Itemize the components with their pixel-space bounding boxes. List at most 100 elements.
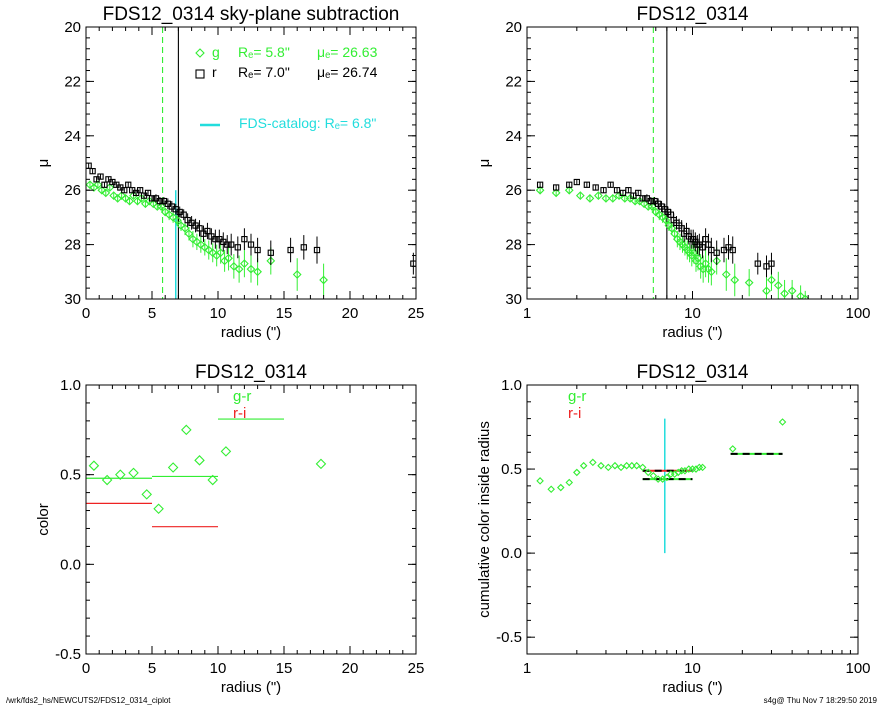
y-tick-label: 0.5: [60, 467, 81, 484]
data-point: [148, 199, 158, 209]
x-tick-label: 5: [148, 305, 156, 322]
x-tick-label: 25: [408, 660, 425, 677]
legend-g-r: g-r: [233, 388, 251, 405]
data-point: [592, 184, 599, 191]
data-point: [148, 195, 156, 202]
data-point: [204, 227, 211, 235]
data-point: [212, 236, 219, 243]
data-point: [128, 467, 139, 479]
series-g: [535, 185, 810, 299]
panel-3-frame: 0 5 10 15 20 25 -0.5 0.0 0.5 1.0 FDS12_0314radius …: [35, 362, 424, 696]
data-point: [168, 213, 178, 222]
data-point: [639, 199, 649, 209]
data-point: [557, 483, 565, 492]
data-point: [246, 264, 256, 274]
data-point: [204, 245, 214, 255]
data-point: [300, 244, 307, 251]
data-point: [292, 270, 302, 279]
data-point: [180, 223, 190, 233]
legend-re-r: Rₑ= 7.0": [238, 64, 290, 80]
y-tick-label: 1.0: [60, 377, 81, 394]
data-point: [196, 240, 206, 249]
x-tick-label: 100: [845, 660, 870, 677]
x-tick-label: 20: [342, 660, 359, 677]
data-point: [109, 191, 119, 201]
data-point: [564, 185, 574, 195]
y-tick-label: 0.0: [60, 556, 81, 573]
legend-r-i: r-i: [233, 405, 246, 422]
series-r: [86, 162, 416, 275]
data-point: [617, 463, 625, 472]
data-point: [644, 468, 652, 477]
data-point: [144, 189, 152, 197]
data-point: [125, 196, 134, 206]
series-g-r: [88, 424, 327, 515]
legend-label-g: g: [212, 44, 220, 60]
x-tick-label: 15: [276, 305, 293, 322]
y-tick-label: 1.0: [501, 377, 522, 394]
data-point: [216, 248, 226, 258]
data-point: [628, 461, 636, 470]
data-point: [754, 260, 761, 267]
data-point: [721, 270, 731, 279]
data-point: [156, 197, 164, 205]
data-point: [319, 275, 328, 285]
data-point: [194, 455, 205, 466]
data-point: [101, 188, 111, 198]
panel-1-legend: g Rₑ= 5.8" μₑ= 26.63 r Rₑ= 7.0" μₑ= 26.74 FDS-…: [195, 44, 378, 131]
panel-3-data: [86, 418, 327, 528]
legend-re-g: Rₑ= 5.8": [238, 44, 290, 60]
data-point: [639, 195, 646, 202]
data-point: [141, 489, 152, 500]
data-point: [632, 461, 641, 470]
data-point: [228, 241, 235, 248]
x-tick-label: 5: [148, 660, 156, 677]
data-point: [635, 189, 642, 197]
data-point: [195, 69, 205, 79]
data-point: [601, 193, 611, 203]
data-point: [117, 191, 127, 201]
data-point: [729, 246, 736, 254]
data-point: [565, 478, 574, 487]
data-point: [88, 460, 100, 471]
legend-g-r: g-r: [568, 388, 586, 405]
y-tick-label: 28: [505, 237, 522, 254]
legend-catalog: FDS-catalog: Rₑ= 6.8": [239, 115, 376, 131]
data-point: [136, 187, 144, 194]
data-point: [573, 178, 580, 186]
data-point: [800, 294, 810, 299]
x-tick-label: 1: [523, 660, 531, 677]
data-point: [661, 215, 671, 225]
data-point: [536, 477, 544, 485]
panel-1-data: [86, 27, 416, 299]
data-point: [536, 181, 544, 188]
footer-path: /wrk/fds2_hs/NEWCUTS2/FDS12_0314_ciplot: [6, 696, 171, 705]
x-axis-label: radius ("): [662, 679, 722, 696]
legend-r-i: r-i: [568, 405, 581, 422]
panel-4-legend: g-rr-i: [568, 388, 586, 422]
y-axis-label: cumulative color inside radius: [476, 421, 493, 618]
x-axis-label: radius ("): [221, 324, 281, 341]
x-axis-label: radius ("): [221, 679, 281, 696]
data-point: [229, 261, 239, 271]
data-point: [551, 188, 561, 198]
y-axis-label: μ: [35, 159, 52, 168]
data-point: [121, 187, 128, 194]
data-point: [97, 173, 104, 180]
chart-title: FDS12_0314: [637, 4, 749, 25]
data-point: [547, 485, 555, 494]
data-point: [101, 181, 108, 188]
plot-frame: [526, 384, 859, 655]
data-point: [313, 246, 321, 254]
data-point: [744, 278, 754, 288]
data-point: [247, 241, 255, 248]
data-point: [176, 221, 186, 230]
data-point: [607, 181, 614, 188]
series-g-r: [536, 418, 787, 494]
data-point: [535, 185, 545, 195]
x-tick-label: 25: [408, 305, 425, 322]
data-point: [625, 187, 632, 194]
data-point: [600, 187, 607, 194]
legend-mu-g: μₑ= 26.63: [317, 44, 378, 60]
